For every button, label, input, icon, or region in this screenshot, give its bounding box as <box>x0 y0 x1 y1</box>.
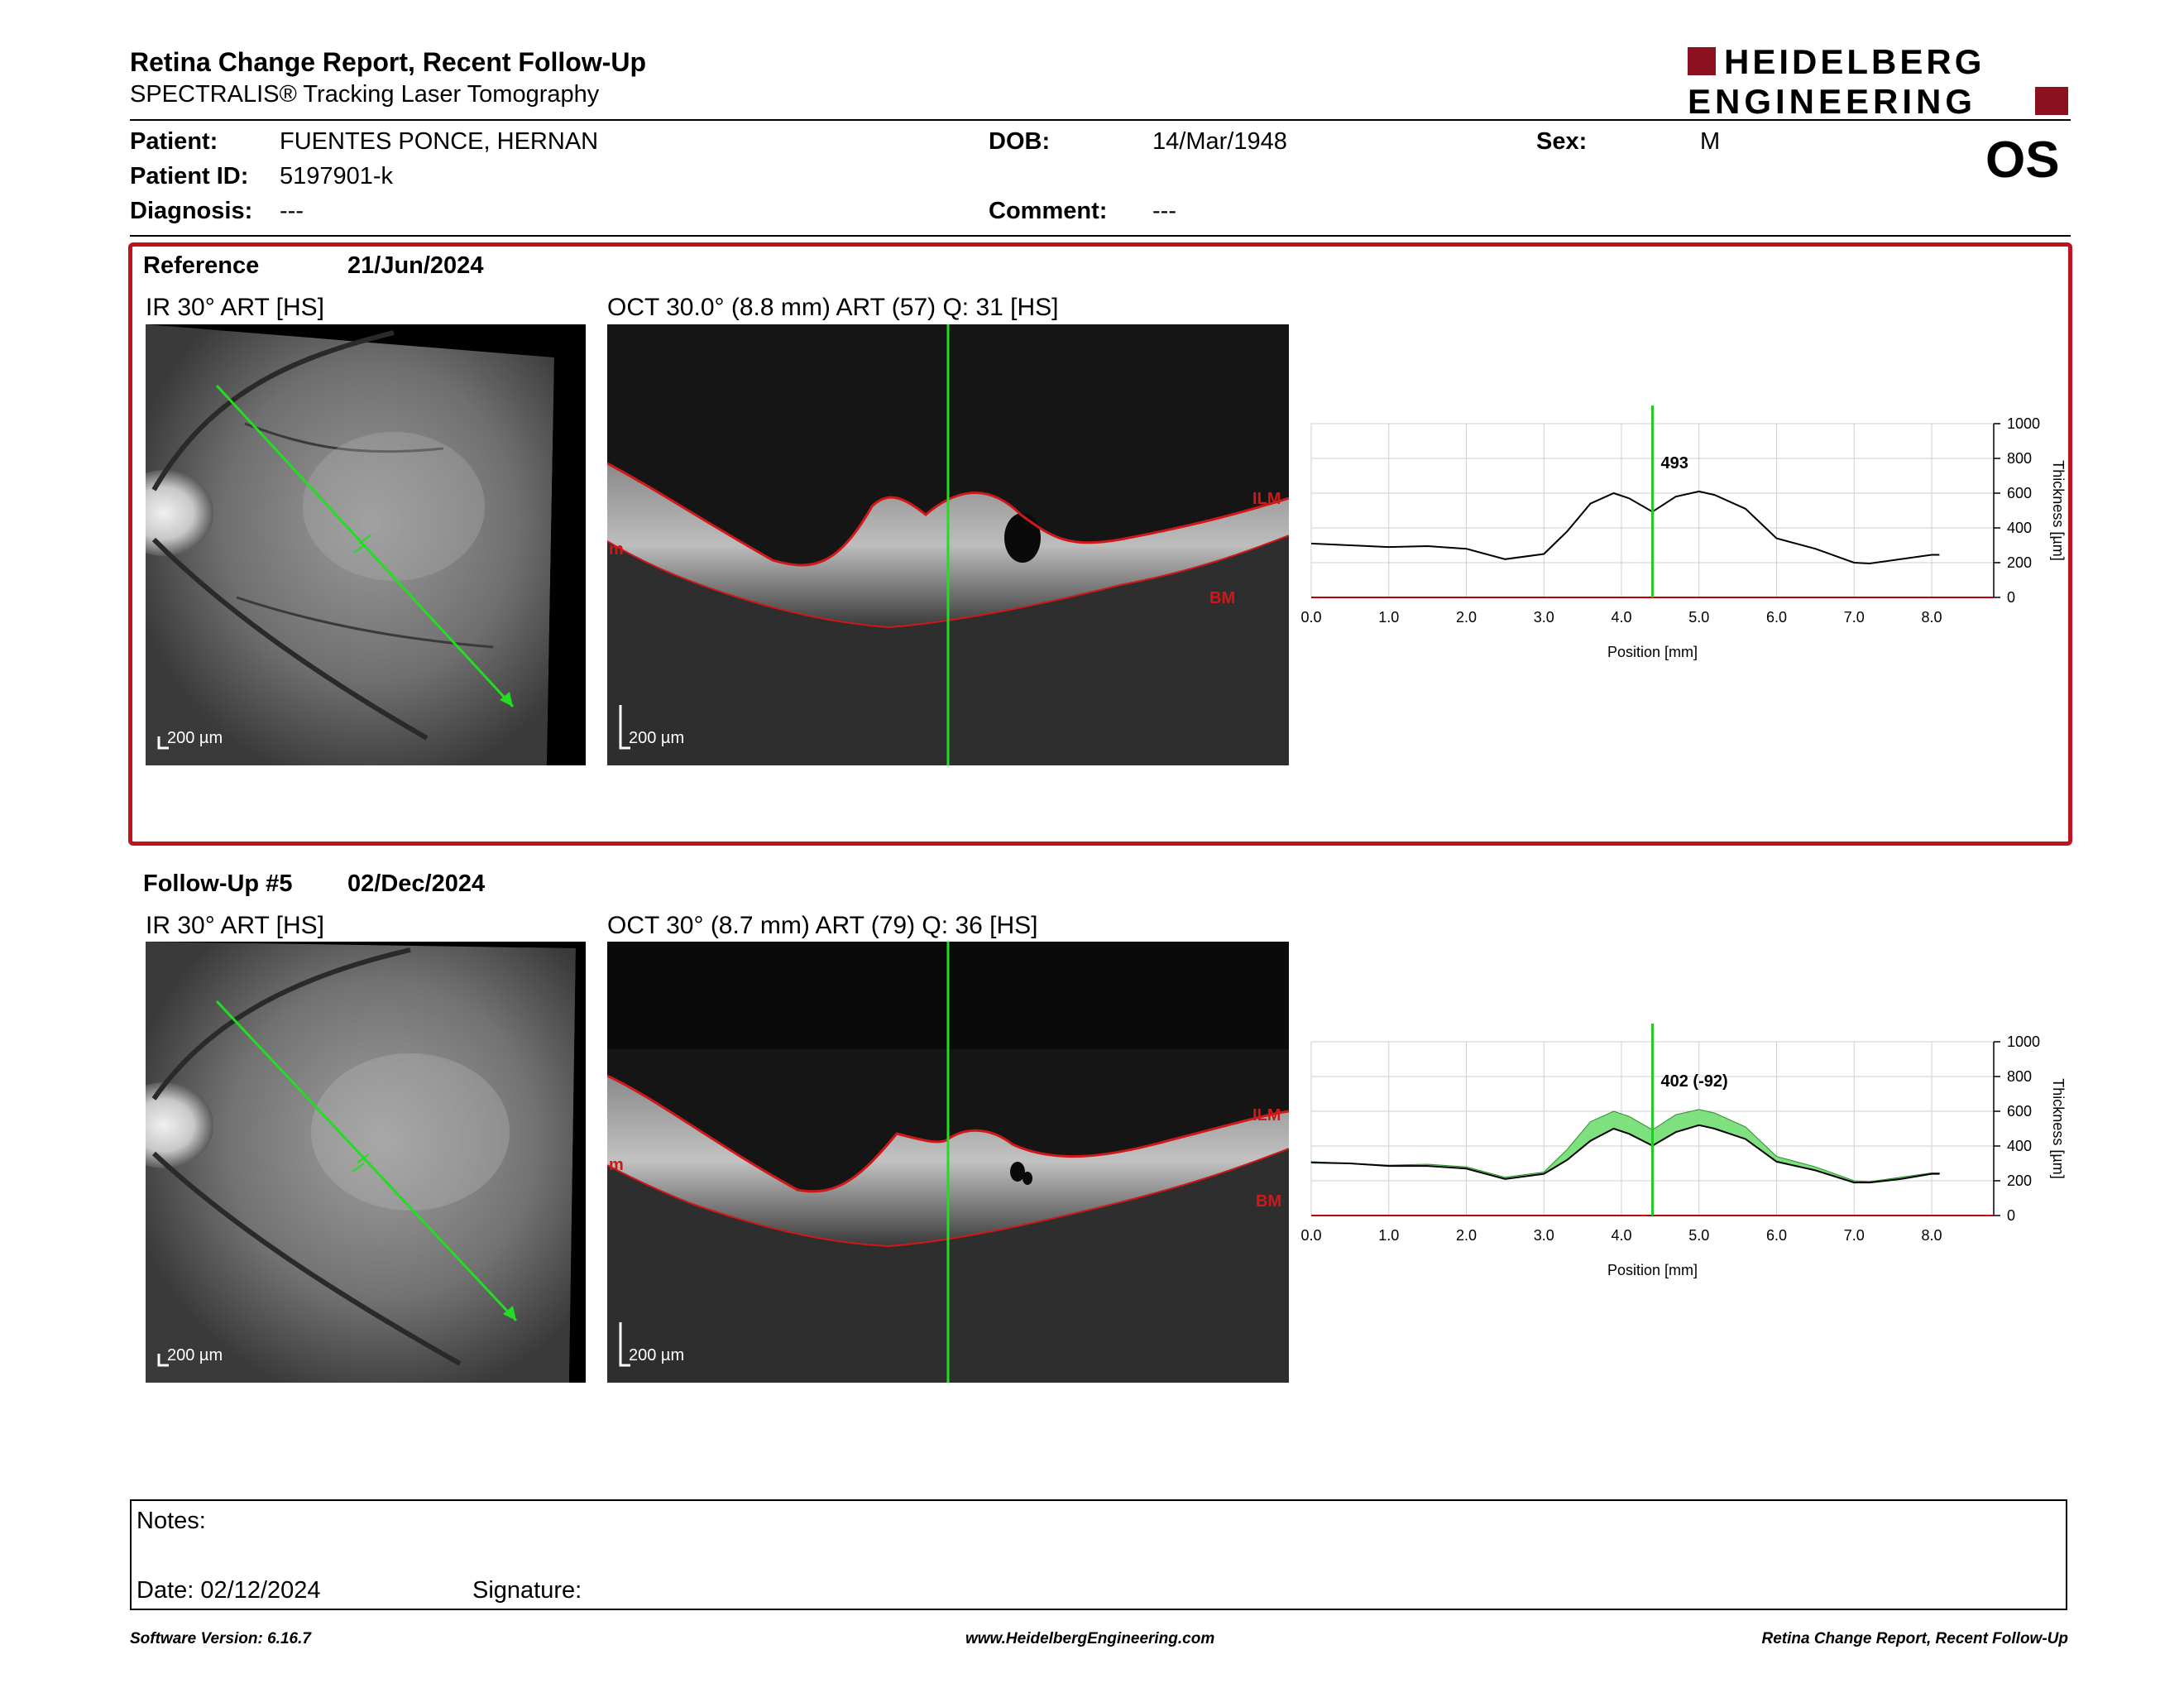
x-tick-label: 1.0 <box>1378 609 1399 626</box>
y-axis-label: Thickness [µm] <box>2050 1078 2067 1178</box>
logo-line1: HEIDELBERG <box>1724 44 1985 81</box>
reference-label: Reference <box>143 252 260 279</box>
x-tick-label: 2.0 <box>1456 1227 1477 1244</box>
y-tick-label: 0 <box>2007 1207 2015 1224</box>
x-tick-label: 0.0 <box>1300 1227 1321 1244</box>
reference-date: 21/Jun/2024 <box>347 252 484 279</box>
followup-ir-image: 200 µm <box>146 942 586 1383</box>
report-subtitle: SPECTRALIS® Tracking Laser Tomography <box>130 81 600 108</box>
logo-line2: ENGINEERING <box>1688 82 1976 118</box>
y-tick-label: 800 <box>2007 450 2032 467</box>
x-tick-label: 3.0 <box>1534 609 1554 626</box>
x-axis-label: Position [mm] <box>1607 644 1698 660</box>
x-tick-label: 1.0 <box>1378 1227 1399 1244</box>
diagnosis-label: Diagnosis: <box>130 198 253 224</box>
reference-ir-scale: 200 µm <box>167 729 223 747</box>
followup-m-label: m <box>609 1156 624 1174</box>
y-tick-label: 200 <box>2007 554 2032 571</box>
eye-indicator: OS <box>1985 132 2060 189</box>
dob-label: DOB: <box>989 128 1051 155</box>
footer-url[interactable]: www.HeidelbergEngineering.com <box>965 1630 1215 1647</box>
heidelberg-logo: HEIDELBERG ENGINEERING <box>1688 44 2068 118</box>
x-tick-label: 3.0 <box>1534 1227 1554 1244</box>
y-tick-label: 600 <box>2007 485 2032 501</box>
x-tick-label: 2.0 <box>1456 609 1477 626</box>
patient-id-label: Patient ID: <box>130 163 249 189</box>
reference-ir-title: IR 30° ART [HS] <box>146 294 324 321</box>
followup-label: Follow-Up #5 <box>143 870 293 897</box>
reference-oct-title: OCT 30.0° (8.8 mm) ART (57) Q: 31 [HS] <box>607 294 1059 321</box>
followup-bm-label: BM <box>1256 1192 1281 1211</box>
followup-oct-image: ILM BM m 200 µm <box>607 942 1289 1383</box>
sex-label: Sex: <box>1536 128 1588 155</box>
y-tick-label: 600 <box>2007 1103 2032 1120</box>
dob-value: 14/Mar/1948 <box>1152 128 1287 155</box>
x-tick-label: 4.0 <box>1611 609 1631 626</box>
followup-thickness-chart: 0.0 1.0 2.0 3.0 4.0 5.0 6.0 7.0 8.0 0 200 400 600 800… <box>1300 1024 2067 1278</box>
x-tick-label: 6.0 <box>1766 609 1787 626</box>
patient-id: 5197901-k <box>280 163 394 189</box>
notes-date: Date: 02/12/2024 <box>136 1577 321 1604</box>
y-tick-label: 400 <box>2007 520 2032 536</box>
report-title: Retina Change Report, Recent Follow-Up <box>130 47 647 77</box>
reference-m-label: m <box>609 540 624 559</box>
x-tick-label: 5.0 <box>1688 1227 1709 1244</box>
y-tick-label: 0 <box>2007 589 2015 606</box>
y-tick-label: 400 <box>2007 1138 2032 1154</box>
diagnosis-value: --- <box>280 198 304 224</box>
followup-oct-title: OCT 30° (8.7 mm) ART (79) Q: 36 [HS] <box>607 912 1038 939</box>
followup-ir-scale: 200 µm <box>167 1346 223 1364</box>
cursor-value-label: 493 <box>1661 454 1688 472</box>
x-tick-label: 6.0 <box>1766 1227 1787 1244</box>
notes-box[interactable]: Notes: Date: 02/12/2024 Signature: <box>130 1499 2067 1610</box>
sex-value: M <box>1700 128 1721 155</box>
followup-ilm-label: ILM <box>1252 1106 1281 1125</box>
patient-name: FUENTES PONCE, HERNAN <box>280 128 599 155</box>
followup-oct-scale: 200 µm <box>629 1346 684 1364</box>
y-tick-label: 1000 <box>2007 415 2040 432</box>
x-axis-label: Position [mm] <box>1607 1262 1698 1278</box>
x-tick-label: 8.0 <box>1921 1227 1942 1244</box>
comment-label: Comment: <box>989 198 1108 224</box>
cursor-value-label: 402 (-92) <box>1661 1072 1728 1091</box>
reference-bm-label: BM <box>1209 589 1235 607</box>
notes-label: Notes: <box>136 1508 206 1534</box>
reference-oct-scale: 200 µm <box>629 729 684 747</box>
signature-label: Signature: <box>472 1577 582 1604</box>
x-tick-label: 7.0 <box>1844 609 1865 626</box>
patient-label: Patient: <box>130 128 218 155</box>
y-tick-label: 200 <box>2007 1172 2032 1189</box>
followup-ir-title: IR 30° ART [HS] <box>146 912 324 939</box>
y-tick-label: 800 <box>2007 1068 2032 1085</box>
y-tick-label: 1000 <box>2007 1033 2040 1050</box>
footer-report: Retina Change Report, Recent Follow-Up <box>1761 1630 2068 1647</box>
reference-oct-image: ILM BM m 200 µm <box>607 324 1289 765</box>
x-tick-label: 5.0 <box>1688 609 1709 626</box>
x-tick-label: 8.0 <box>1921 609 1942 626</box>
comment-value: --- <box>1152 198 1176 224</box>
y-axis-label: Thickness [µm] <box>2050 460 2067 560</box>
x-tick-label: 0.0 <box>1300 609 1321 626</box>
x-tick-label: 4.0 <box>1611 1227 1631 1244</box>
reference-frame <box>128 242 2072 846</box>
reference-ilm-label: ILM <box>1252 490 1281 508</box>
footer-software: Software Version: 6.16.7 <box>130 1630 311 1647</box>
x-tick-label: 7.0 <box>1844 1227 1865 1244</box>
followup-date: 02/Dec/2024 <box>347 870 486 897</box>
reference-ir-image: 200 µm <box>146 324 586 765</box>
reference-thickness-chart: 0.0 1.0 2.0 3.0 4.0 5.0 6.0 7.0 8.0 0 200 400 600 800… <box>1300 405 2067 660</box>
